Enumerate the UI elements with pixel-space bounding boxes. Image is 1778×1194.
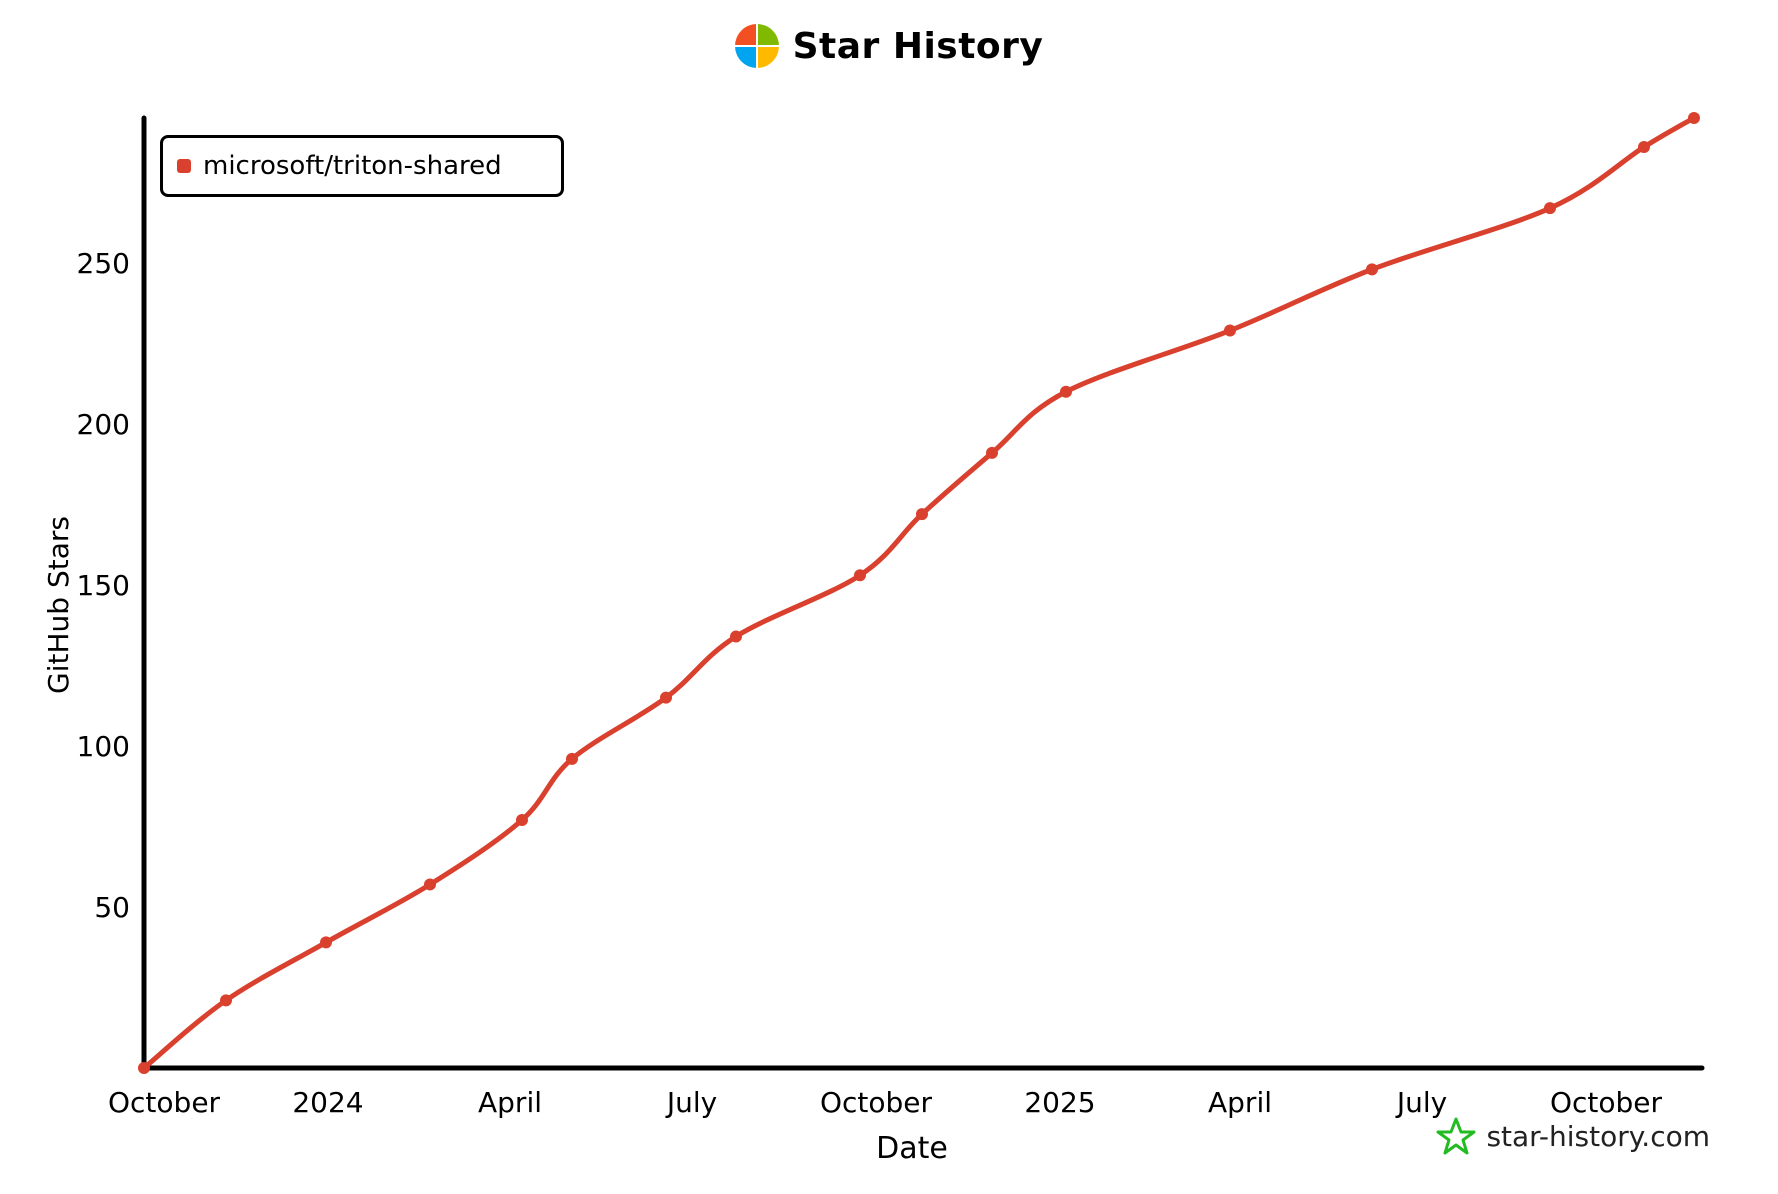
data-point <box>566 752 578 765</box>
title-text: Star History <box>792 25 1044 67</box>
data-point <box>660 691 672 704</box>
data-point <box>424 878 436 891</box>
star-history-logo-icon <box>1436 1117 1476 1155</box>
x-axis-label: Date <box>876 1131 948 1166</box>
x-tick-label: October <box>820 1086 933 1119</box>
x-tick-label: July <box>1395 1086 1447 1119</box>
data-point <box>986 446 998 459</box>
data-point <box>320 936 332 949</box>
legend: microsoft/triton-shared <box>160 135 564 197</box>
y-tick-label: 50 <box>94 891 130 924</box>
data-point <box>516 814 528 827</box>
x-tick-label: 2024 <box>292 1086 363 1119</box>
data-point <box>854 569 866 582</box>
x-tick-label: April <box>478 1086 542 1119</box>
chart-title: Star History <box>0 24 1778 68</box>
legend-swatch <box>177 159 191 173</box>
data-point <box>1638 140 1650 153</box>
data-point <box>1224 324 1236 337</box>
y-axis-label: GitHub Stars <box>42 516 75 694</box>
legend-label: microsoft/triton-shared <box>203 151 502 181</box>
x-tick-label: October <box>1550 1086 1663 1119</box>
y-tick-label: 250 <box>77 247 130 280</box>
watermark-text: star-history.com <box>1486 1119 1710 1153</box>
data-point <box>730 630 742 643</box>
x-tick-label: October <box>108 1086 221 1119</box>
data-point <box>1366 263 1378 276</box>
x-tick-label: 2025 <box>1024 1086 1095 1119</box>
data-point <box>1688 112 1700 124</box>
data-point <box>220 994 232 1007</box>
y-tick-label: 200 <box>77 408 130 441</box>
watermark[interactable]: star-history.com <box>1436 1116 1710 1156</box>
data-point <box>916 508 928 521</box>
data-point <box>1544 202 1556 215</box>
data-point <box>1060 385 1072 398</box>
x-tick-label: July <box>665 1086 717 1119</box>
y-tick-label: 100 <box>77 730 130 763</box>
series-line <box>141 115 1697 1071</box>
data-point <box>138 1062 150 1074</box>
y-tick-label: 150 <box>77 569 130 602</box>
x-tick-label: April <box>1208 1086 1272 1119</box>
